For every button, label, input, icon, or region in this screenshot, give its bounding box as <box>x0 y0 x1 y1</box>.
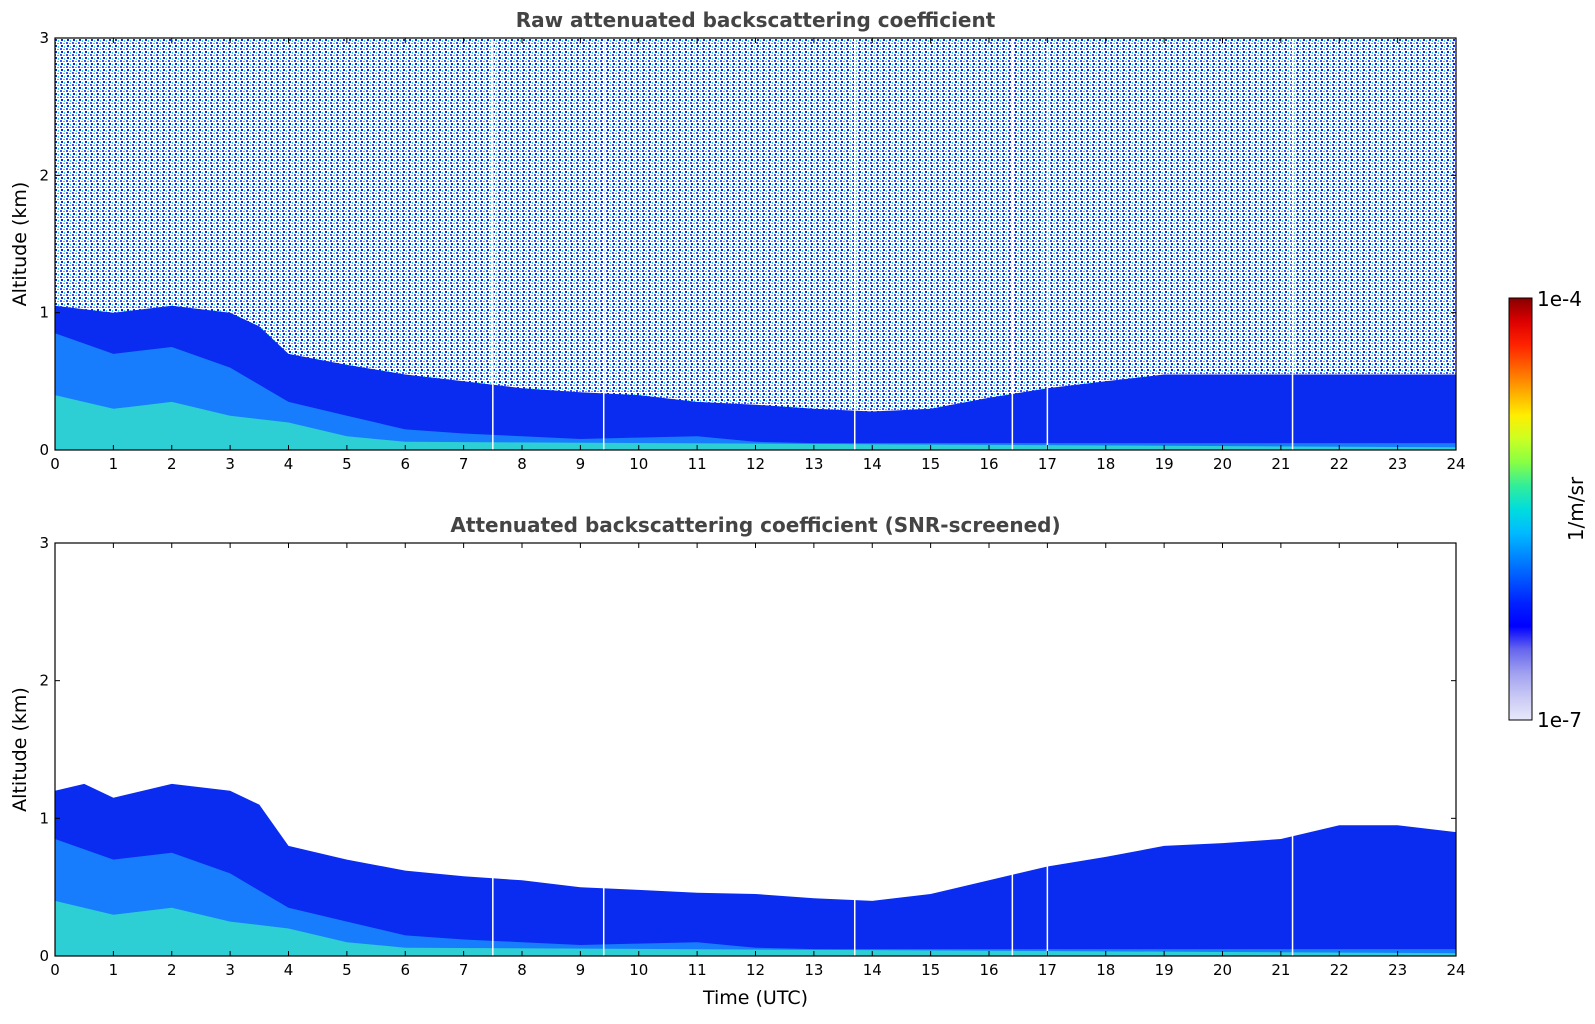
x-tick-label: 22 <box>1330 455 1349 473</box>
x-tick-label: 3 <box>225 961 235 979</box>
x-tick-label: 20 <box>1213 961 1232 979</box>
x-tick-label: 21 <box>1271 961 1290 979</box>
x-tick-label: 5 <box>342 455 352 473</box>
y-tick-label: 0 <box>39 947 49 965</box>
panel-title: Attenuated backscattering coefficient (S… <box>450 513 1060 537</box>
heatmap-field <box>55 38 1456 450</box>
y-tick-label: 2 <box>39 672 49 690</box>
x-tick-label: 15 <box>921 455 940 473</box>
x-tick-label: 3 <box>225 455 235 473</box>
y-tick-label: 2 <box>39 166 49 184</box>
x-tick-label: 16 <box>979 455 998 473</box>
x-tick-label: 8 <box>517 961 527 979</box>
panel-title: Raw attenuated backscattering coefficien… <box>516 8 996 32</box>
x-tick-label: 2 <box>167 961 177 979</box>
x-tick-label: 6 <box>400 455 410 473</box>
x-tick-label: 17 <box>1038 455 1057 473</box>
x-tick-label: 10 <box>629 455 648 473</box>
x-tick-label: 18 <box>1096 455 1115 473</box>
x-tick-label: 9 <box>576 455 586 473</box>
x-tick-label: 11 <box>688 961 707 979</box>
y-tick-label: 1 <box>39 304 49 322</box>
colorbar-unit-label: 1/m/sr <box>1564 476 1588 541</box>
x-tick-label: 9 <box>576 961 586 979</box>
x-tick-label: 10 <box>629 961 648 979</box>
boundary-layer-aerosol <box>55 783 1456 956</box>
x-tick-label: 21 <box>1271 455 1290 473</box>
x-tick-label: 13 <box>804 455 823 473</box>
y-tick-label: 0 <box>39 441 49 459</box>
heatmap-field <box>55 543 1456 956</box>
x-tick-label: 15 <box>921 961 940 979</box>
x-tick-label: 0 <box>50 961 60 979</box>
x-tick-label: 18 <box>1096 961 1115 979</box>
x-tick-label: 19 <box>1155 455 1174 473</box>
colorbar: 1e-4 1e-7 1/m/sr <box>1508 287 1588 732</box>
x-tick-label: 23 <box>1388 455 1407 473</box>
x-tick-label: 11 <box>688 455 707 473</box>
x-tick-label: 19 <box>1155 961 1174 979</box>
x-tick-label: 13 <box>804 961 823 979</box>
x-tick-label: 4 <box>284 455 294 473</box>
x-tick-label: 1 <box>109 455 119 473</box>
y-axis-label: Altitude (km) <box>9 182 31 307</box>
boundary-layer-aerosol <box>55 305 1456 450</box>
y-tick-label: 3 <box>39 29 49 47</box>
x-tick-label: 5 <box>342 961 352 979</box>
x-tick-label: 14 <box>863 455 882 473</box>
x-tick-label: 24 <box>1446 455 1465 473</box>
colorbar-max-label: 1e-4 <box>1537 287 1582 311</box>
x-tick-label: 7 <box>459 455 469 473</box>
x-tick-label: 1 <box>109 961 119 979</box>
x-tick-label: 20 <box>1213 455 1232 473</box>
y-tick-label: 3 <box>39 534 49 552</box>
x-tick-label: 12 <box>746 961 765 979</box>
x-tick-label: 8 <box>517 455 527 473</box>
x-tick-label: 6 <box>400 961 410 979</box>
x-tick-label: 0 <box>50 455 60 473</box>
y-tick-label: 1 <box>39 809 49 827</box>
x-tick-label: 16 <box>979 961 998 979</box>
x-tick-label: 7 <box>459 961 469 979</box>
x-tick-label: 2 <box>167 455 177 473</box>
y-axis-label: Altitude (km) <box>9 687 31 812</box>
near-surface-layer <box>55 900 1456 956</box>
x-tick-label: 12 <box>746 455 765 473</box>
x-tick-label: 4 <box>284 961 294 979</box>
near-surface-layer <box>55 395 1456 450</box>
x-tick-label: 22 <box>1330 961 1349 979</box>
x-tick-label: 24 <box>1446 961 1465 979</box>
x-tick-label: 23 <box>1388 961 1407 979</box>
colorbar-min-label: 1e-7 <box>1537 708 1582 732</box>
colorbar-gradient <box>1508 297 1533 721</box>
panel-snr-screened: Attenuated backscattering coefficient (S… <box>9 513 1466 1009</box>
x-tick-label: 14 <box>863 961 882 979</box>
x-axis-label: Time (UTC) <box>702 987 808 1009</box>
panel-raw: Raw attenuated backscattering coefficien… <box>9 8 1466 473</box>
x-tick-label: 17 <box>1038 961 1057 979</box>
